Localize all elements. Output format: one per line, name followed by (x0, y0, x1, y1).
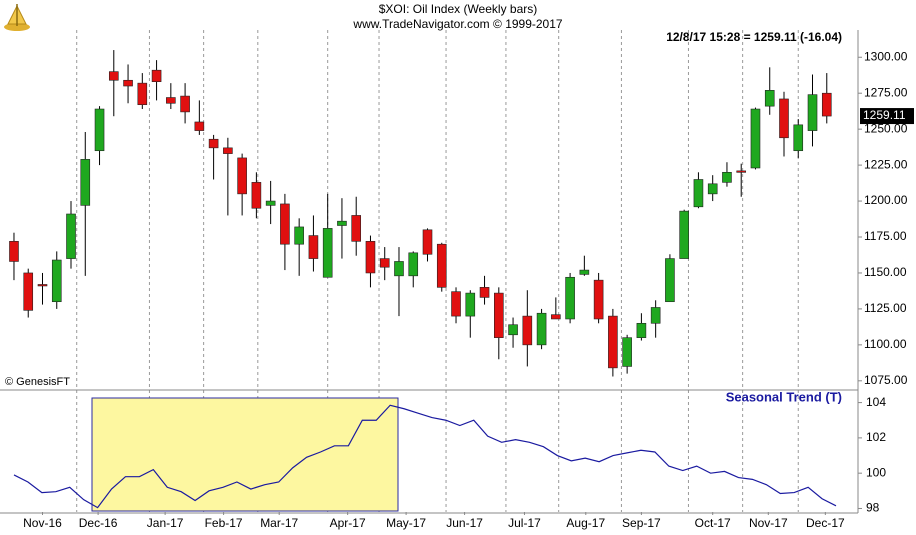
candle-body (337, 220, 347, 226)
candle-body (679, 210, 689, 259)
x-tick-label: Dec-17 (806, 516, 845, 530)
seasonal-highlight (91, 397, 399, 512)
candle-body (308, 235, 319, 259)
y-tick-label: 1100.00 (864, 337, 907, 351)
candle-body (536, 312, 547, 346)
y2-tick-label: 104 (866, 395, 886, 409)
candle-body (251, 182, 262, 209)
x-tick-label: Dec-16 (79, 516, 118, 530)
candle-body (465, 292, 476, 317)
candle-body (37, 284, 48, 287)
candle-body (223, 147, 233, 154)
candle-body (608, 315, 618, 369)
candle-body (66, 213, 76, 259)
candle-body (351, 215, 362, 242)
candle-body (508, 324, 518, 336)
y2-tick-label: 102 (866, 430, 886, 444)
x-tick-label: Mar-17 (260, 516, 298, 530)
candle-body (265, 200, 276, 206)
y-tick-label: 1125.00 (864, 301, 907, 315)
candle-body (551, 314, 561, 320)
candle-body (322, 228, 333, 278)
candle-body (194, 121, 205, 131)
chart-subtitle: www.TradeNavigator.com © 1999-2017 (352, 17, 562, 31)
y-tick-label: 1175.00 (864, 229, 907, 243)
x-tick-label: Jun-17 (446, 516, 483, 530)
candle-body (151, 69, 162, 83)
candle-body (208, 138, 219, 149)
x-tick-label: Feb-17 (205, 516, 243, 530)
x-tick-label: Aug-17 (566, 516, 605, 530)
candle-body (636, 322, 647, 338)
candle-body (422, 229, 433, 255)
candle-body (180, 95, 190, 113)
candle-body (9, 241, 19, 262)
candle-body (479, 287, 490, 298)
credit: © GenesisFT (5, 376, 70, 388)
logo (4, 4, 30, 31)
y-tick-label: 1275.00 (864, 85, 908, 99)
candle-body (294, 226, 304, 245)
candle-body (123, 79, 133, 87)
candle-body (408, 252, 419, 277)
candle-body (750, 108, 761, 169)
y-tick-label: 1300.00 (864, 49, 908, 63)
y-tick-label: 1225.00 (864, 157, 908, 171)
y2-tick-label: 100 (866, 465, 886, 479)
x-tick-label: Nov-16 (23, 516, 62, 530)
candle-body (108, 71, 119, 81)
candle-body (280, 203, 290, 245)
candle-body (693, 179, 704, 208)
candle-body (779, 98, 789, 139)
candle-body (237, 157, 247, 195)
candle-body (451, 291, 461, 317)
y-tick-label: 1250.00 (864, 121, 908, 135)
candle-body (764, 90, 775, 107)
y-tick-label: 1150.00 (864, 265, 907, 279)
candle-body (593, 279, 604, 320)
seasonal-line (13, 404, 837, 509)
x-tick-label: May-17 (386, 516, 426, 530)
candle-body (51, 259, 62, 303)
candle-body (23, 272, 34, 311)
candle-body (80, 159, 91, 206)
x-tick-label: Sep-17 (622, 516, 661, 530)
candle-body (365, 241, 376, 274)
x-tick-label: Jul-17 (508, 516, 541, 530)
candle-body (622, 337, 632, 367)
candle-body (579, 269, 590, 275)
candle-body (722, 171, 732, 183)
x-tick-label: Nov-17 (749, 516, 788, 530)
candle-body (821, 92, 832, 117)
candle-body (436, 243, 447, 288)
candle-body (394, 261, 404, 277)
seasonal-legend: Seasonal Trend (T) (726, 389, 842, 404)
candle-body (379, 258, 390, 268)
candle-body (94, 108, 105, 152)
candle-body (707, 183, 718, 195)
x-tick-label: Jan-17 (147, 516, 184, 530)
candle-body (665, 258, 675, 303)
x-tick-label: Oct-17 (695, 516, 731, 530)
y-tick-label: 1075.00 (864, 373, 908, 387)
y-tick-label: 1200.00 (864, 193, 908, 207)
candle-body (166, 97, 176, 104)
last-price-box (860, 108, 914, 125)
candle-body (565, 276, 575, 320)
candle-body (494, 292, 504, 338)
candle-body (522, 315, 533, 346)
status-line: 12/8/17 15:28 = 1259.11 (-16.04) (666, 30, 842, 44)
x-tick-label: Apr-17 (330, 516, 366, 530)
candle-body (650, 307, 661, 324)
candle-body (807, 94, 818, 131)
candle-body (137, 82, 148, 106)
candle-body (793, 124, 804, 152)
last-price-label: 1259.11 (863, 108, 906, 122)
candle-body (736, 170, 747, 173)
chart-title: $XOI: Oil Index (Weekly bars) (379, 2, 538, 16)
y2-tick-label: 98 (866, 501, 880, 515)
